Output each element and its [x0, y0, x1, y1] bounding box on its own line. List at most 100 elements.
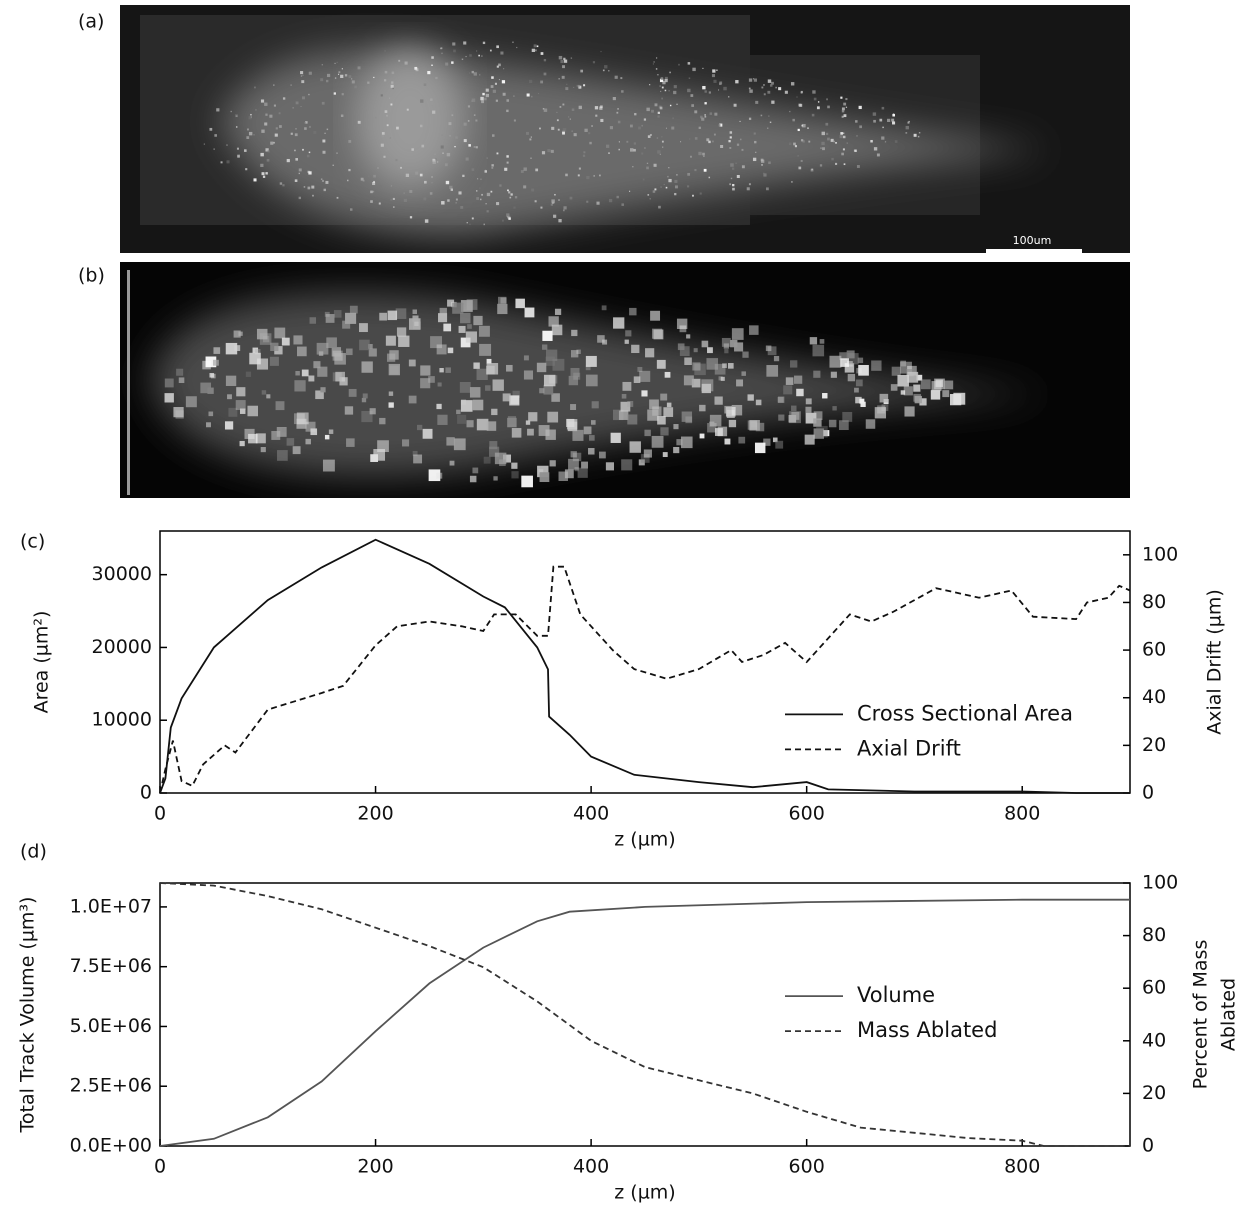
data-line: [159, 898, 1130, 1147]
speckle: [336, 196, 339, 199]
speckle: [437, 414, 448, 425]
speckle: [326, 337, 337, 349]
speckle: [711, 74, 715, 78]
speckle: [452, 42, 456, 46]
speckle: [846, 142, 848, 144]
speckle: [672, 117, 675, 120]
speckle: [614, 75, 618, 79]
speckle: [644, 429, 651, 437]
speckle: [269, 114, 273, 118]
speckle: [784, 90, 788, 94]
speckle: [506, 161, 509, 164]
speckle: [390, 103, 393, 106]
speckle: [742, 351, 749, 358]
speckle: [471, 168, 475, 171]
speckle: [368, 175, 370, 177]
speckle: [489, 446, 500, 457]
speckle: [305, 421, 316, 432]
speckle: [481, 100, 485, 104]
speckle: [526, 131, 529, 135]
speckle: [729, 131, 733, 134]
speckle: [479, 74, 481, 76]
speckle: [345, 312, 357, 324]
speckle: [832, 406, 837, 411]
speckle: [408, 359, 416, 367]
speckle: [372, 182, 376, 186]
speckle: [317, 366, 328, 377]
speckle: [847, 373, 856, 382]
speckle: [239, 440, 245, 447]
speckle: [789, 411, 802, 424]
speckle: [255, 433, 266, 444]
speckle: [361, 410, 373, 423]
speckle: [412, 309, 417, 314]
speckle: [557, 128, 560, 131]
speckle: [309, 317, 317, 324]
speckle: [657, 74, 659, 76]
speckle: [376, 167, 380, 170]
speckle: [763, 438, 771, 446]
speckle: [334, 353, 346, 365]
speckle: [467, 120, 470, 122]
speckle: [396, 126, 399, 130]
speckle: [588, 132, 591, 135]
speckle: [625, 330, 632, 337]
x-axis-label: z (µm): [614, 1182, 675, 1204]
speckle: [545, 429, 556, 440]
speckle: [808, 140, 811, 143]
speckle: [646, 166, 649, 170]
speckle: [481, 55, 483, 57]
speckle: [338, 73, 340, 75]
speckle: [905, 132, 908, 134]
speckle: [489, 49, 492, 52]
speckle: [765, 345, 772, 352]
speckle: [207, 387, 214, 394]
speckle: [531, 48, 536, 53]
speckle: [802, 140, 805, 143]
speckle: [479, 187, 481, 189]
speckle: [655, 68, 658, 70]
speckle: [752, 157, 757, 162]
speckle: [316, 342, 329, 355]
speckle: [842, 411, 853, 422]
speckle: [627, 414, 638, 425]
speckle: [403, 198, 407, 203]
speckle: [674, 179, 678, 183]
speckle: [645, 348, 655, 358]
speckle: [582, 154, 586, 157]
speckle: [384, 50, 386, 52]
speckle: [704, 114, 706, 116]
speckle: [613, 317, 625, 329]
speckle: [457, 414, 467, 424]
speckle: [471, 217, 474, 220]
speckle: [534, 49, 537, 52]
speckle: [504, 167, 508, 171]
speckle: [805, 412, 817, 424]
speckle: [436, 161, 439, 163]
speckle: [303, 186, 306, 188]
speckle: [621, 203, 624, 206]
speckle: [661, 140, 664, 143]
speckle: [482, 41, 486, 45]
speckle: [454, 145, 456, 148]
speckle: [569, 196, 573, 200]
speckle: [252, 347, 259, 354]
speckle: [360, 177, 364, 181]
speckle: [651, 328, 663, 339]
speckle: [390, 198, 393, 201]
speckle: [276, 427, 287, 437]
speckle: [843, 102, 847, 106]
speckle: [665, 186, 668, 189]
speckle: [736, 175, 740, 179]
speckle: [536, 45, 539, 48]
speckle: [713, 79, 717, 83]
speckle: [495, 99, 498, 102]
speckle: [539, 388, 545, 394]
speckle: [261, 390, 267, 395]
speckle: [507, 416, 517, 425]
speckle: [596, 201, 600, 205]
speckle: [671, 126, 675, 130]
speckle: [813, 370, 821, 378]
speckle: [209, 127, 213, 131]
speckle: [668, 178, 672, 183]
